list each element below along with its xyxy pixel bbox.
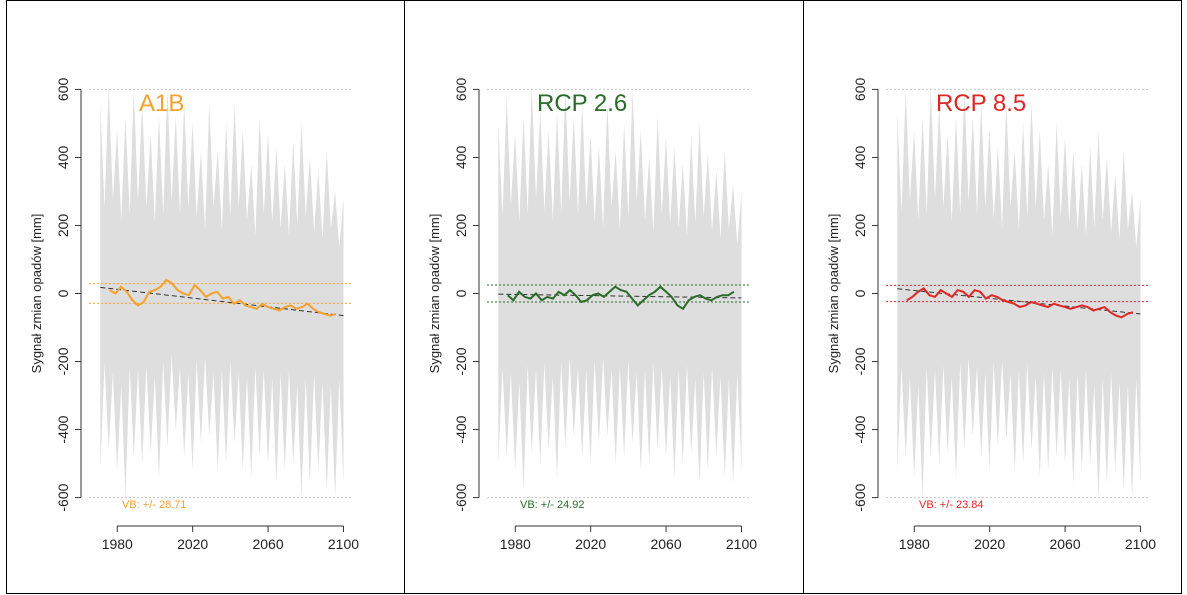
series-line-a1b [109,278,337,317]
scenario-title-rcp26: RCP 2.6 [537,90,627,117]
y-tick-label-rcp85: -200 [852,347,868,375]
series-line-rcp26 [507,285,735,311]
y-tick-label-a1b: -400 [55,415,71,443]
y-axis-label-a1b: Sygnał zmian opadów [mm] [29,214,44,374]
y-tick-label-rcp85: 600 [852,78,868,102]
scenario-title-rcp85: RCP 8.5 [936,90,1026,117]
vb-annotation-a1b: VB: +/- 28.71 [122,499,187,511]
model-envelope-rcp85 [897,86,1141,498]
x-tick-label-a1b: 2100 [328,536,359,552]
vb-annotation-rcp26: VB: +/- 24.92 [520,499,585,511]
chart-rcp85: 1980 2020 2060 2100 600 400 200 0 -200 -400 -600 Sy… [826,78,1156,552]
y-tick-label-rcp85: -600 [852,483,868,511]
y-tick-label-rcp85: 200 [852,214,868,238]
y-tick-label-rcp26: 600 [453,78,469,102]
y-tick-label-rcp26: -200 [453,347,469,375]
panel-a1b: 1980 2020 2060 2100 600 400 200 0 -200 -400 -600 Sy… [6,0,405,594]
y-tick-label-rcp26: 200 [453,214,469,238]
trend-line-rcp26 [498,293,742,299]
x-tick-label-a1b: 1980 [102,536,133,552]
x-tick-label-rcp26: 2020 [575,536,606,552]
y-tick-label-a1b: 200 [55,214,71,238]
chart-a1b: 1980 2020 2060 2100 600 400 200 0 -200 -400 -600 Sy… [29,78,359,552]
y-axis-label-rcp85: Sygnał zmian opadów [mm] [826,214,841,374]
y-tick-label-rcp26: -400 [453,415,469,443]
panel-rcp85: 1980 2020 2060 2100 600 400 200 0 -200 -400 -600 Sy… [804,0,1182,594]
series-line-rcp85 [906,287,1134,319]
x-tick-label-rcp26: 2060 [650,536,681,552]
panel-rcp26: 1980 2020 2060 2100 600 400 200 0 -200 -400 -600 Sy… [405,0,804,594]
x-tick-label-rcp26: 1980 [500,536,531,552]
y-tick-label-a1b: -600 [55,483,71,511]
x-tick-label-rcp85: 1980 [899,536,930,552]
y-axis-label-rcp26: Sygnał zmian opadów [mm] [427,214,442,374]
y-tick-label-a1b: 0 [55,289,71,297]
x-tick-label-a1b: 2020 [177,536,208,552]
x-tick-label-rcp26: 2100 [726,536,757,552]
y-tick-label-a1b: 600 [55,78,71,102]
y-tick-label-rcp85: -400 [852,415,868,443]
chart-rcp26: 1980 2020 2060 2100 600 400 200 0 -200 -400 -600 Sy… [427,78,757,552]
y-tick-label-rcp26: 0 [453,289,469,297]
trend-line-a1b [100,286,344,317]
y-tick-label-rcp85: 400 [852,146,868,170]
x-tick-label-rcp85: 2020 [974,536,1005,552]
model-envelope-a1b [100,86,344,498]
y-tick-label-a1b: -200 [55,347,71,375]
scenario-title-a1b: A1B [139,90,184,117]
x-tick-label-rcp85: 2100 [1125,536,1156,552]
y-tick-label-rcp26: 400 [453,146,469,170]
x-tick-label-a1b: 2060 [252,536,283,552]
y-tick-label-rcp85: 0 [852,289,868,297]
y-tick-label-a1b: 400 [55,146,71,170]
vb-annotation-rcp85: VB: +/- 23.84 [919,499,984,511]
x-tick-label-rcp85: 2060 [1049,536,1080,552]
y-tick-label-rcp26: -600 [453,483,469,511]
